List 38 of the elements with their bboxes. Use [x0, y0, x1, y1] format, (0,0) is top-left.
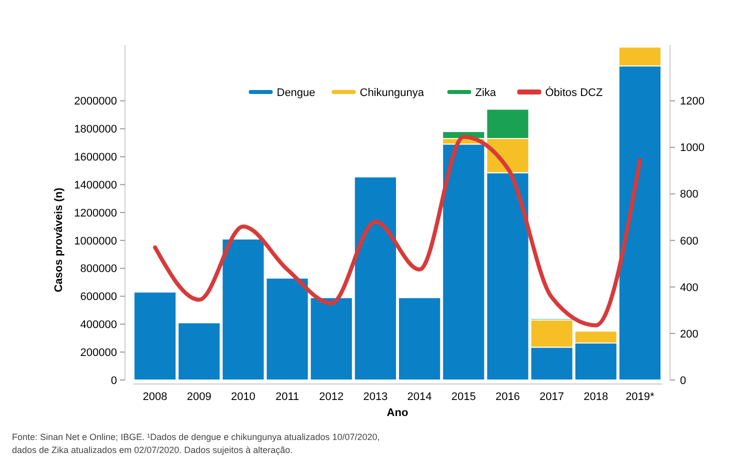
legend-label: Chikungunya [360, 87, 425, 99]
x-tick-label: 2017 [540, 391, 564, 403]
y2-tick-label: 600 [680, 235, 698, 248]
y-tick-label: 1000000 [74, 235, 117, 248]
x-tick-label: 2009 [186, 391, 212, 403]
y2-tick-label: 1200 [680, 96, 704, 108]
legend-label: Dengue [276, 87, 316, 99]
y2-tick-label: 1000 [680, 142, 704, 154]
y-tick-label: 1800000 [74, 124, 117, 136]
x-tick-label: 2015 [451, 391, 476, 403]
x-tick-label: 2014 [407, 391, 432, 403]
y-tick-label: 400000 [80, 319, 117, 332]
x-tick-label: 2013 [363, 391, 388, 403]
legend-label: Zika [475, 87, 497, 99]
y-tick-label: 800000 [80, 263, 117, 276]
y-tick-label: 2000000 [74, 96, 117, 108]
y-axis-title: Casos prováveis (n) [53, 187, 65, 292]
y-tick-label: 1200000 [74, 207, 117, 220]
x-tick-label: 2018 [584, 391, 608, 403]
line-series [153, 134, 642, 328]
x-tick-label: 2011 [275, 391, 300, 403]
y2-tick-label: 200 [680, 328, 698, 340]
y2-tick-label: 400 [680, 282, 698, 294]
source-note: Fonte: Sinan Net e Online; IBGE. ¹Dados de dengue e chikungunya atualizados 10/07/2020, dados de Zika atualizados em 02/07/2020. Dados sujeitos à alteração. [12, 432, 380, 455]
x-tick-label: 2012 [319, 391, 344, 403]
x-tick-label: 2008 [142, 391, 168, 403]
y-tick-label: 0 [110, 374, 117, 387]
y2-tick-label: 800 [680, 188, 698, 201]
y-tick-label: 1600000 [74, 152, 117, 164]
x-axis-title: Ano [386, 407, 408, 419]
x-tick-label: 2016 [495, 391, 520, 403]
y-tick-label: 600000 [80, 291, 117, 304]
y-tick-label: 200000 [80, 346, 117, 359]
y2-tick-label: 0 [680, 374, 686, 387]
x-tick-label: 2010 [230, 391, 256, 403]
x-tick-label: 2019* [626, 391, 656, 403]
legend-label: Óbitos DCZ [545, 86, 603, 99]
y-tick-label: 1400000 [74, 179, 117, 192]
